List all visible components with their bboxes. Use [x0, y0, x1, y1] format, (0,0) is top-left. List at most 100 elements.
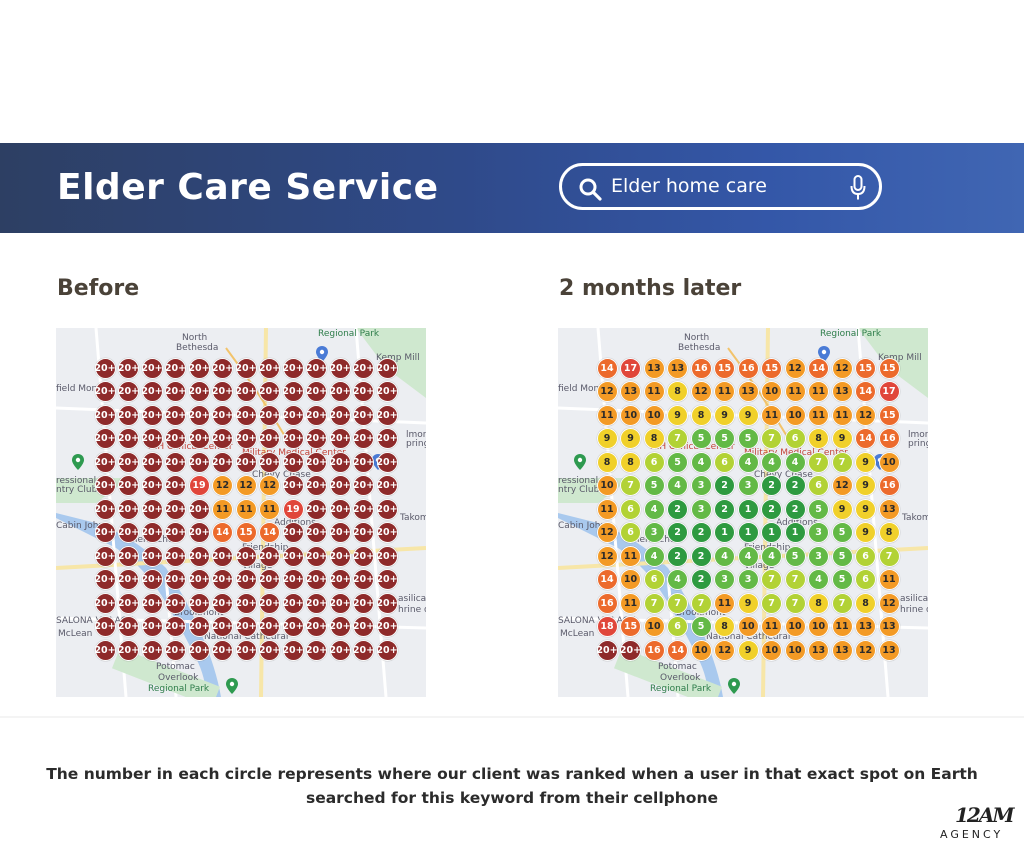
rank-dot: 11 [596, 404, 618, 426]
rank-dot: 20+ [329, 522, 351, 543]
rank-dot: 20+ [353, 522, 374, 543]
rank-dot: 20+ [353, 404, 374, 426]
rank-dot: 13 [737, 381, 759, 402]
rank-dot: 11 [714, 592, 735, 614]
rank-dot: 20+ [94, 639, 116, 661]
rank-dot: 12 [596, 381, 618, 402]
map-place-label: Cabin John [558, 521, 607, 531]
rank-dot: 20+ [376, 451, 398, 473]
rank-dot: 10 [690, 639, 712, 661]
map-place-label: lmore [406, 430, 426, 440]
rank-dot: 20+ [306, 404, 327, 426]
rank-dot: 3 [643, 522, 665, 543]
rank-dot: 20+ [94, 475, 116, 496]
rank-dot: 20+ [376, 404, 398, 426]
map-place-label: Chevy Chase [252, 470, 311, 480]
rank-dot: 20+ [141, 522, 163, 543]
rank-dot: 20+ [118, 428, 139, 449]
rank-dot: 20+ [306, 381, 327, 402]
rank-dot: 15 [235, 522, 257, 543]
rank-dot: 14 [808, 357, 829, 379]
rank-dot: 20+ [329, 404, 351, 426]
map-place-label: Cabin John [56, 521, 105, 531]
rank-dot: 4 [714, 545, 735, 567]
rank-dot: 9 [737, 639, 759, 661]
rank-dot: 20+ [235, 616, 257, 637]
map-place-label: ntry Club [56, 485, 98, 495]
rank-dot: 12 [855, 639, 876, 661]
rank-dot: 13 [878, 616, 900, 637]
map-place-label: pring [406, 439, 426, 449]
rank-dot: 20+ [188, 498, 210, 520]
rank-dot: 20+ [235, 592, 257, 614]
rank-dot: 7 [831, 451, 853, 473]
rank-dot: 12 [855, 404, 876, 426]
rank-dot: 20+ [94, 381, 116, 402]
rank-dot: 10 [643, 404, 665, 426]
rank-dot: 20+ [118, 569, 139, 590]
rank-dot: 5 [737, 428, 759, 449]
rank-dot: 20+ [259, 616, 280, 637]
map-place-label: Overlook [660, 673, 701, 683]
rank-dot: 5 [690, 428, 712, 449]
rank-dot: 11 [235, 498, 257, 520]
rank-dot: 8 [808, 592, 829, 614]
rank-dot: 20+ [212, 545, 233, 567]
rank-dot: 12 [259, 475, 280, 496]
rank-dot: 20+ [620, 639, 641, 661]
rank-dot: 20+ [212, 451, 233, 473]
rank-dot: 20+ [329, 545, 351, 567]
rank-dot: 10 [761, 639, 782, 661]
rank-dot: 10 [643, 616, 665, 637]
rank-dot: 20+ [141, 592, 163, 614]
rank-dot: 20+ [235, 381, 257, 402]
rank-dot: 12 [690, 381, 712, 402]
rank-dot: 6 [808, 475, 829, 496]
map-place-label: Takom [902, 513, 928, 523]
rank-dot: 20+ [188, 639, 210, 661]
rank-dot: 5 [808, 498, 829, 520]
rank-dot: 20+ [141, 569, 163, 590]
rank-dot: 13 [643, 357, 665, 379]
rank-dot: 3 [737, 569, 759, 590]
rank-dot: 20+ [282, 357, 304, 379]
rank-dot: 20+ [329, 639, 351, 661]
rank-dot: 3 [808, 522, 829, 543]
rank-dot: 10 [761, 381, 782, 402]
rank-dot: 20+ [353, 381, 374, 402]
map-place-label: pring [908, 439, 928, 449]
rank-dot: 20+ [376, 522, 398, 543]
search-bar[interactable]: Elder home care [559, 163, 882, 210]
rank-dot: 20+ [376, 545, 398, 567]
rank-dot: 17 [878, 381, 900, 402]
rank-dot: 20+ [259, 428, 280, 449]
rank-dot: 20+ [188, 616, 210, 637]
rank-dot: 16 [596, 592, 618, 614]
map-place-label: North [684, 333, 710, 343]
rank-dot: 9 [855, 498, 876, 520]
map-place-label: field Mon [558, 384, 600, 394]
map-place-label: Kemp Mill [376, 353, 420, 363]
rank-dot: 12 [878, 592, 900, 614]
rank-dot: 15 [620, 616, 641, 637]
rank-dot: 20+ [165, 545, 186, 567]
map-place-label: Regional Park [650, 684, 712, 694]
rank-dot: 20+ [353, 475, 374, 496]
rank-dot: 20+ [118, 639, 139, 661]
rank-dot: 4 [690, 451, 712, 473]
rank-dot: 20+ [188, 451, 210, 473]
rank-dot: 12 [831, 357, 853, 379]
rank-dot: 3 [808, 545, 829, 567]
rank-dot: 1 [761, 522, 782, 543]
rank-dot: 9 [831, 498, 853, 520]
microphone-icon[interactable] [850, 175, 866, 201]
rank-dot: 20+ [376, 357, 398, 379]
rank-dot: 7 [784, 569, 806, 590]
rank-dot: 20+ [141, 451, 163, 473]
rank-dot: 7 [761, 569, 782, 590]
rank-dot: 2 [761, 498, 782, 520]
rank-dot: 20+ [212, 357, 233, 379]
rank-dot: 10 [808, 616, 829, 637]
map-place-label: Takom [400, 513, 426, 523]
rank-dot: 5 [667, 451, 688, 473]
